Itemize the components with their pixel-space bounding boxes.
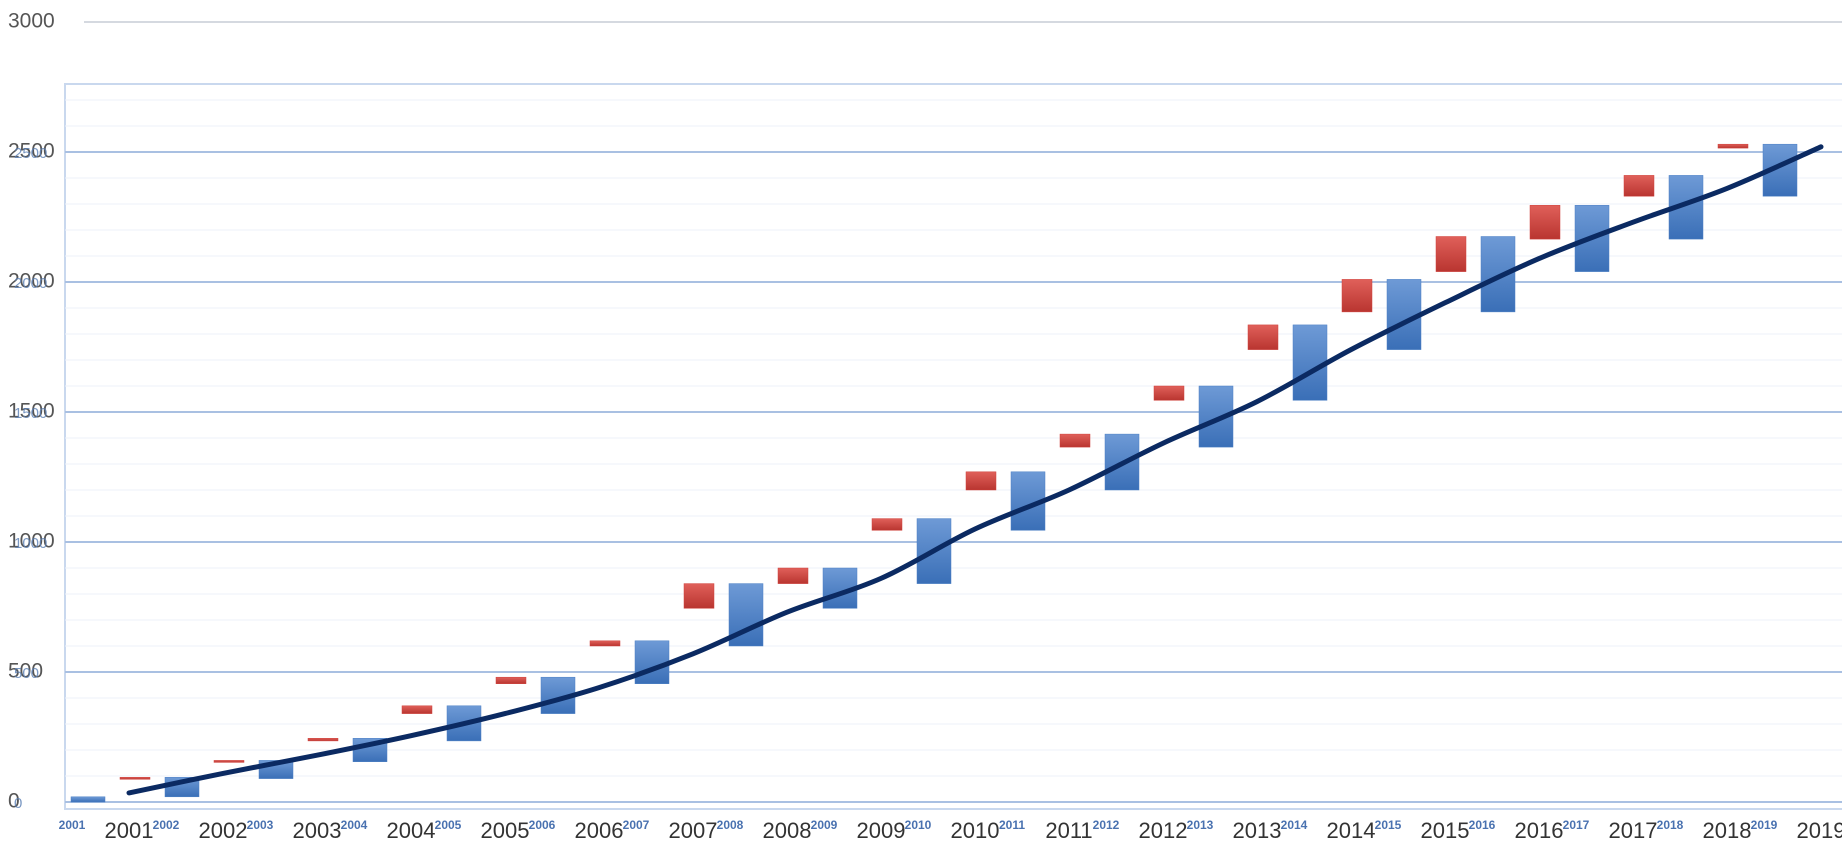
x-tick-label: 2007 — [669, 818, 718, 842]
x-tick-label: 2016 — [1515, 818, 1564, 842]
decrease-bar — [1717, 143, 1749, 149]
increase-bar — [1292, 324, 1328, 401]
x-tick-label: 2010 — [951, 818, 1000, 842]
x-tick-label: 2019 — [1797, 818, 1842, 842]
x-tick-label: 2013 — [1233, 818, 1282, 842]
x-tick-label: 2018 — [1703, 818, 1752, 842]
decrease-bar — [1153, 385, 1185, 401]
x-tick-label-overlay: 2019 — [1751, 818, 1778, 832]
y-tick-label: 0 — [8, 790, 20, 813]
y-tick-label-overlay: 500 — [14, 665, 39, 682]
y-tick-label-overlay: 0 — [14, 795, 22, 812]
increase-bar — [634, 640, 670, 684]
x-tick-label-overlay: 2018 — [1657, 818, 1684, 832]
x-tick-label: 2003 — [293, 818, 342, 842]
increase-bar — [70, 796, 106, 803]
x-tick-label-overlay: 2007 — [623, 818, 650, 832]
x-tick-label-overlay: 2002 — [153, 818, 180, 832]
x-tick-label: 2008 — [763, 818, 812, 842]
x-tick-label: 2014 — [1327, 818, 1376, 842]
x-tick-label-overlay: 2005 — [435, 818, 462, 832]
x-tick-label: 2017 — [1609, 818, 1658, 842]
y-tick-label: 2500 — [8, 140, 55, 163]
y-tick-label: 1500 — [8, 400, 55, 423]
x-tick-label-overlay: 2016 — [1469, 818, 1496, 832]
x-tick-label-overlay: 2001 — [59, 818, 86, 832]
x-tick-label: 2001 — [105, 818, 154, 842]
decrease-bar — [401, 705, 433, 714]
x-tick-label-overlay: 2012 — [1093, 818, 1120, 832]
trend-line — [126, 144, 1824, 796]
y-tick-label: 1000 — [8, 530, 55, 553]
x-tick-label-overlay: 2009 — [811, 818, 838, 832]
y-tick-label: 2000 — [8, 270, 55, 293]
x-tick-label: 2011 — [1045, 818, 1092, 842]
y-tick-label-overlay: 2500 — [14, 145, 47, 162]
x-tick-label-overlay: 2008 — [717, 818, 744, 832]
decrease-bar — [213, 760, 245, 763]
decrease-bar — [1435, 236, 1467, 272]
x-tick-label-overlay: 2004 — [341, 818, 368, 832]
decrease-bar — [777, 567, 809, 584]
x-tick-label-overlay: 2010 — [905, 818, 932, 832]
x-tick-label-overlay: 2006 — [529, 818, 556, 832]
x-tick-label-overlay: 2014 — [1281, 818, 1308, 832]
decrease-bar — [1247, 324, 1279, 350]
x-tick-label-overlay: 2011 — [999, 818, 1025, 832]
x-tick-label: 2005 — [481, 818, 530, 842]
decrease-bar — [965, 471, 997, 491]
x-tick-label-overlay: 2003 — [247, 818, 274, 832]
x-tick-label: 2004 — [387, 818, 436, 842]
x-tick-label: 2009 — [857, 818, 906, 842]
x-tick-label: 2012 — [1139, 818, 1188, 842]
x-tick-label: 2015 — [1421, 818, 1470, 842]
x-tick-label: 2002 — [199, 818, 248, 842]
y-tick-label: 3000 — [8, 10, 55, 33]
decrease-bar — [683, 583, 715, 609]
x-tick-label-overlay: 2017 — [1563, 818, 1590, 832]
decrease-bar — [1341, 279, 1373, 313]
decrease-bar — [871, 518, 903, 531]
x-tick-label: 2006 — [575, 818, 624, 842]
decrease-bar — [1623, 175, 1655, 197]
x-tick-label-overlay: 2013 — [1187, 818, 1214, 832]
x-tick-label-overlay: 2015 — [1375, 818, 1402, 832]
decrease-bar — [119, 777, 151, 780]
decrease-bar — [495, 676, 527, 684]
decrease-bar — [1059, 433, 1091, 448]
plot-frame — [64, 83, 1842, 810]
increase-bar — [1104, 433, 1140, 491]
y-tick-label: 500 — [8, 660, 43, 683]
decrease-bar — [589, 640, 621, 647]
y-tick-label-overlay: 1000 — [14, 535, 47, 552]
y-tick-label-overlay: 2000 — [14, 275, 47, 292]
decrease-bar — [307, 738, 339, 742]
y-tick-label-overlay: 1500 — [14, 405, 47, 422]
decrease-bar — [1529, 205, 1561, 240]
